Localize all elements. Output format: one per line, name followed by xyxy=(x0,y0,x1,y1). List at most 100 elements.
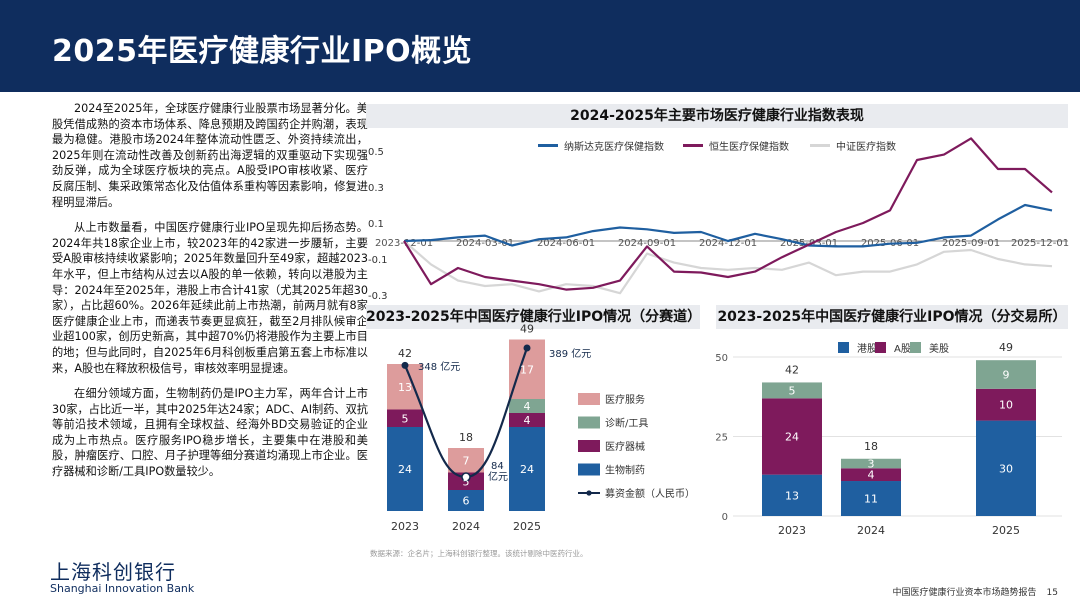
bar-segment-device xyxy=(387,409,423,427)
bar-category-label: 2025 xyxy=(513,520,541,533)
bar-segment-label: 7 xyxy=(463,454,470,467)
y-tick-label: 50 xyxy=(715,353,728,364)
bar-segment-label: 6 xyxy=(463,495,470,508)
y-tick-label: 0 xyxy=(722,512,728,523)
bank-logo-en: Shanghai Innovation Bank xyxy=(50,582,195,595)
funding-point xyxy=(523,344,531,352)
bar-segment-service xyxy=(448,448,484,473)
line-series-nasdaq xyxy=(403,203,1053,248)
legend-hk: 港股 xyxy=(838,340,877,355)
bar-segment-label: 24 xyxy=(398,463,412,476)
legend-label: 生物制药 xyxy=(605,464,645,477)
bar-segment-label: 24 xyxy=(520,463,534,476)
bar-segment-bio xyxy=(509,427,545,511)
line-x-tick: 2024-06-01 xyxy=(537,238,595,249)
line-y-tick: 0.1 xyxy=(368,219,384,230)
bar-segment-service xyxy=(509,339,545,399)
bar-segment-us xyxy=(976,360,1036,389)
legend-swatch-point xyxy=(586,490,592,496)
bar-segment-label: 5 xyxy=(402,412,409,425)
line-series-hs xyxy=(403,137,1053,291)
legend-swatch-bio xyxy=(578,463,600,476)
legend-swatch-a xyxy=(875,342,886,353)
line-series-csi xyxy=(403,240,1053,295)
bar-total-label: 18 xyxy=(459,431,473,444)
bar-segment-a xyxy=(841,468,901,482)
bar-segment-label: 3 xyxy=(868,458,875,471)
exchange-chart-title: 2023-2025年中国医疗健康行业IPO情况（分交易所） xyxy=(716,305,1068,329)
bar-segment-hk xyxy=(976,420,1036,516)
funding-label-2025: 389 亿元 xyxy=(549,347,591,360)
line-y-tick: -0.1 xyxy=(368,255,388,266)
legend-swatch-csi xyxy=(810,144,830,147)
bar-total-label: 49 xyxy=(999,341,1013,354)
header-bar: 2025年医疗健康行业IPO概览 xyxy=(0,0,1080,92)
line-x-tick: 2025-06-01 xyxy=(861,238,919,249)
legend-swatch-service xyxy=(578,393,600,405)
page-title: 2025年医疗健康行业IPO概览 xyxy=(52,34,473,69)
bar-total-label: 18 xyxy=(864,440,878,453)
line-x-tick: 2024-12-01 xyxy=(699,238,757,249)
line-x-tick: 2025-12-01 xyxy=(1011,238,1069,249)
legend-csi: 中证医疗指数 xyxy=(810,138,896,153)
bar-segment-label: 17 xyxy=(520,363,534,376)
bar-segment-hk xyxy=(841,481,901,516)
funding-label-2023: 348 亿元 xyxy=(418,360,460,373)
funding-point xyxy=(401,361,409,369)
bar-segment-label: 4 xyxy=(868,469,875,482)
line-chart-title: 2024-2025年主要市场医疗健康行业指数表现 xyxy=(366,104,1068,128)
funding-label-2024: 84 xyxy=(491,461,504,472)
footer-report-title: 中国医疗健康行业资本市场趋势报告 xyxy=(892,588,1037,598)
bar-category-label: 2023 xyxy=(391,520,419,533)
bar-segment-label: 4 xyxy=(524,400,531,413)
legend-label: 医疗器械 xyxy=(605,440,645,453)
bar-segment-label: 11 xyxy=(864,493,878,506)
bar-segment-label: 4 xyxy=(524,414,531,427)
line-x-tick: 2024-03-01 xyxy=(456,238,514,249)
legend-swatch-us xyxy=(910,342,921,353)
legend-label-nasdaq: 纳斯达克医疗保健指数 xyxy=(564,142,664,153)
legend-label: 募资金额（人民币） xyxy=(605,487,695,500)
bar-segment-label: 10 xyxy=(999,399,1013,412)
bank-logo-cn: 上海科创银行 xyxy=(50,560,176,584)
funding-label-2024-unit: 亿元 xyxy=(488,470,508,483)
paragraph-2: 从上市数量看，中国医疗健康行业IPO呈现先抑后扬态势。2024年共18家企业上市… xyxy=(52,221,368,375)
bar-segment-us xyxy=(762,382,822,399)
sector-chart-title: 2023-2025年中国医疗健康行业IPO情况（分赛道） xyxy=(366,305,701,329)
legend-swatch-diag xyxy=(578,416,600,429)
bar-segment-bio xyxy=(448,490,484,511)
bar-segment-device xyxy=(509,413,545,427)
line-x-tick: 2024-09-01 xyxy=(618,238,676,249)
bar-total-label: 42 xyxy=(785,363,799,376)
legend-swatch-hs xyxy=(683,144,703,147)
paragraph-1: 2024至2025年，全球医疗健康行业股票市场显著分化。美股凭借成熟的资本市场体… xyxy=(52,102,368,209)
bar-segment-service xyxy=(387,364,423,410)
intro-text: 2024至2025年，全球医疗健康行业股票市场显著分化。美股凭借成熟的资本市场体… xyxy=(52,101,368,490)
line-x-tick: 2025-09-01 xyxy=(942,238,1000,249)
legend-label: 诊断/工具 xyxy=(605,417,648,430)
legend-swatch-hk xyxy=(838,342,849,353)
bar-segment-label: 13 xyxy=(785,489,799,502)
legend-nasdaq: 纳斯达克医疗保健指数 xyxy=(538,138,664,153)
bar-segment-label: 13 xyxy=(398,381,412,394)
legend-label: 医疗服务 xyxy=(605,393,645,406)
paragraph-3: 在细分领域方面，生物制药仍是IPO主力军，两年合计上市30家，占比近一半，其中2… xyxy=(52,387,368,479)
bar-category-label: 2024 xyxy=(857,524,885,537)
bar-segment-a xyxy=(762,398,822,475)
legend-hs: 恒生医疗保健指数 xyxy=(683,138,789,153)
bar-segment-a xyxy=(976,388,1036,421)
line-y-tick: 0.5 xyxy=(368,147,384,158)
y-tick-label: 25 xyxy=(715,433,728,444)
bar-category-label: 2024 xyxy=(452,520,480,533)
line-x-tick: 2025-03-01 xyxy=(780,238,838,249)
legend-label-a: A股 xyxy=(894,344,911,355)
bar-segment-us xyxy=(841,458,901,469)
bar-total-label: 42 xyxy=(398,347,412,360)
bar-segment-diag xyxy=(509,399,545,413)
bar-segment-hk xyxy=(762,474,822,516)
legend-swatch-nasdaq xyxy=(538,144,558,147)
legend-label-hk: 港股 xyxy=(857,344,877,355)
data-source: 数据来源：企名片；上海科创银行整理。该统计剔除中医药行业。 xyxy=(370,549,588,558)
page-number: 15 xyxy=(1046,588,1058,598)
bar-category-label: 2025 xyxy=(992,524,1020,537)
